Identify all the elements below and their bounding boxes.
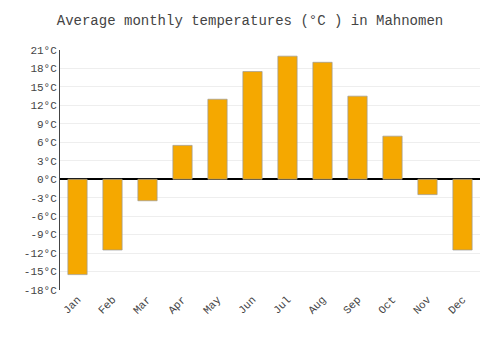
svg-text:15°C: 15°C	[30, 82, 57, 94]
svg-text:Dec: Dec	[446, 294, 468, 316]
svg-text:12°C: 12°C	[30, 100, 57, 112]
svg-text:Apr: Apr	[166, 294, 188, 316]
svg-text:Jul: Jul	[271, 294, 293, 316]
svg-text:9°C: 9°C	[37, 119, 57, 131]
svg-text:-6°C: -6°C	[30, 211, 57, 223]
svg-text:May: May	[201, 294, 224, 317]
svg-text:Sep: Sep	[341, 294, 363, 316]
svg-text:6°C: 6°C	[37, 137, 57, 149]
svg-text:-12°C: -12°C	[24, 248, 57, 260]
svg-text:Oct: Oct	[376, 294, 398, 316]
svg-text:0°C: 0°C	[37, 174, 57, 186]
svg-text:Average monthly temperatures (: Average monthly temperatures (°C ) in Ma…	[57, 13, 443, 29]
svg-text:Mar: Mar	[131, 294, 153, 316]
svg-text:-9°C: -9°C	[30, 229, 57, 241]
svg-text:3°C: 3°C	[37, 156, 57, 168]
svg-text:21°C: 21°C	[30, 45, 57, 57]
svg-text:-3°C: -3°C	[30, 193, 57, 205]
svg-text:-18°C: -18°C	[24, 285, 57, 297]
svg-text:Feb: Feb	[96, 294, 118, 316]
svg-text:Aug: Aug	[306, 294, 328, 316]
svg-text:18°C: 18°C	[30, 63, 57, 75]
svg-text:Nov: Nov	[411, 294, 434, 317]
svg-text:Jun: Jun	[236, 294, 258, 316]
svg-text:-15°C: -15°C	[24, 266, 57, 278]
svg-text:Jan: Jan	[61, 294, 83, 316]
